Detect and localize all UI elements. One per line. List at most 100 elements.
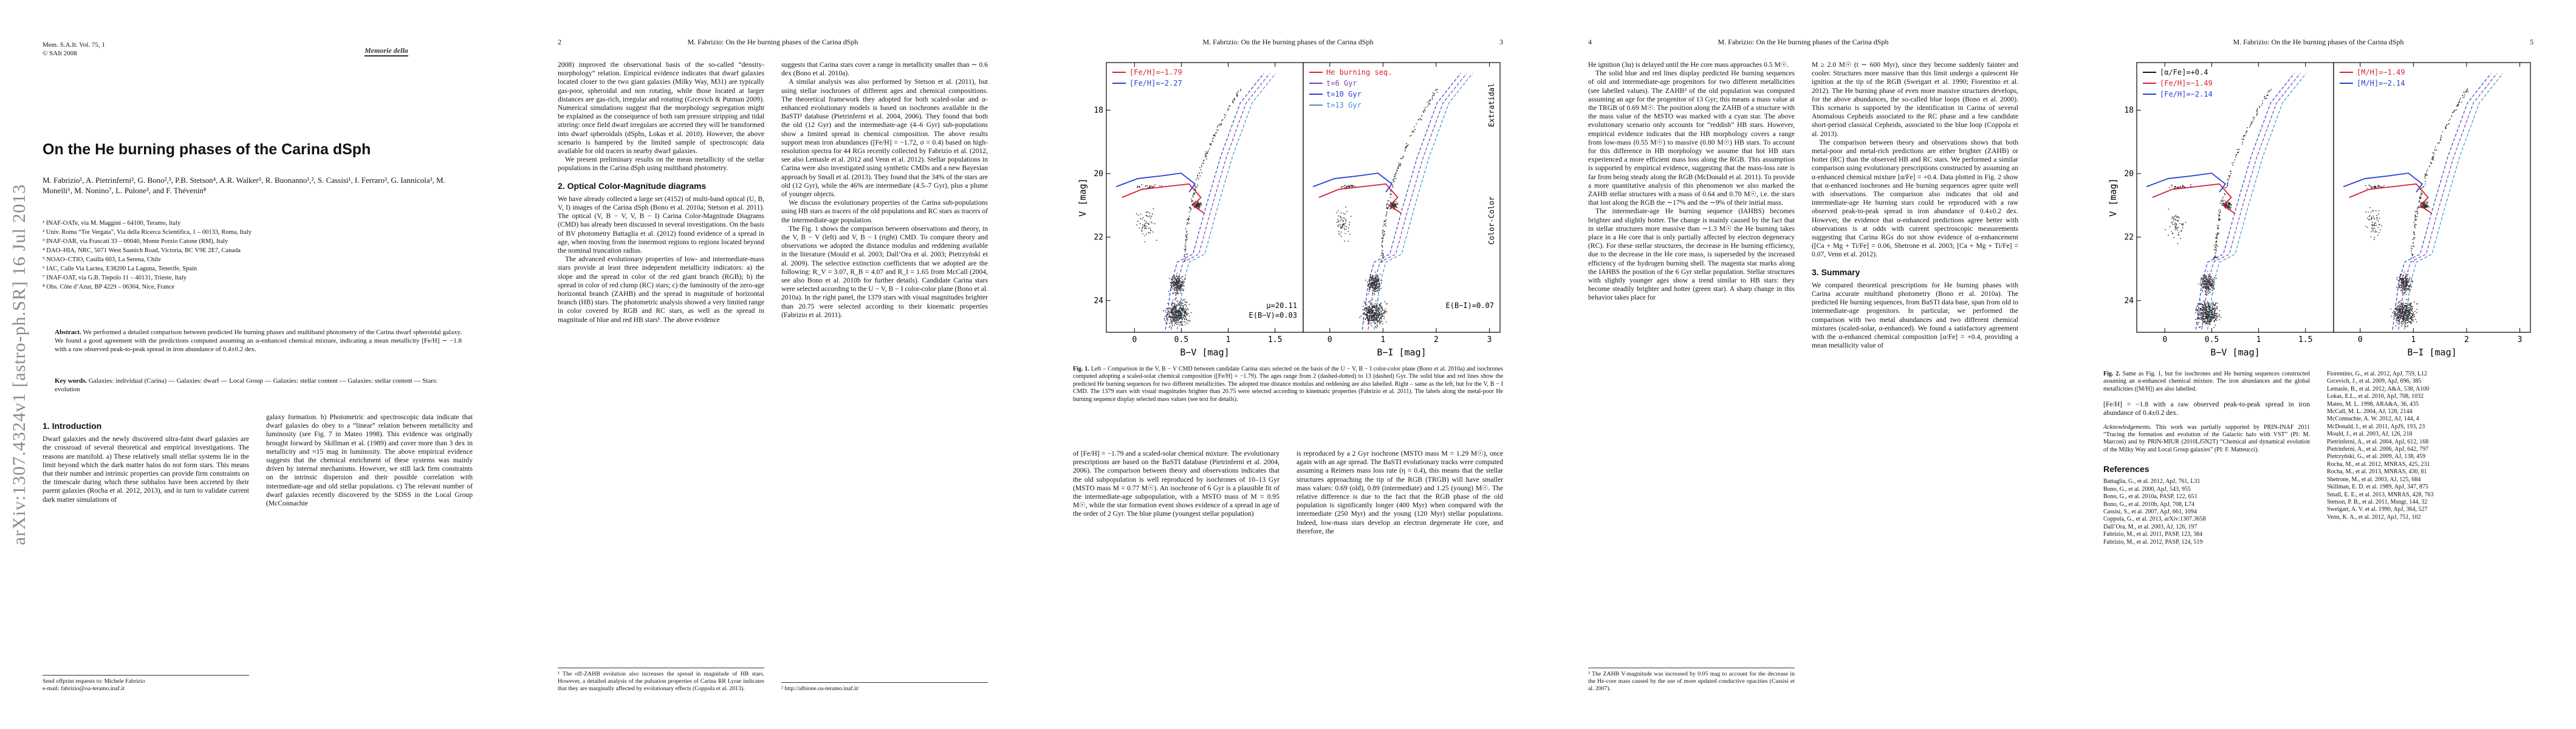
star [2207,320,2209,321]
legend-label: He burning seq. [1326,68,1392,77]
reference: Small, E. E., et al. 2013, MNRAS, 428, 7… [2327,491,2434,498]
star [2406,320,2407,321]
star [1349,224,1351,226]
star [1367,319,1368,321]
star [1175,278,1177,279]
star [1190,207,1191,208]
star [2230,208,2232,210]
star [1178,287,1180,289]
star [1206,152,1208,154]
star [2177,231,2179,233]
star [1372,320,1374,321]
x-tick-label: 3 [2518,335,2523,344]
star [2211,284,2213,285]
star [2213,256,2215,258]
star [2212,314,2214,315]
star [2399,309,2400,310]
star [2205,310,2207,312]
star [1348,185,1349,187]
star [1184,259,1186,261]
star [1185,313,1187,315]
star [2408,309,2409,311]
star [1382,252,1383,254]
star [2371,231,2372,233]
star [2365,185,2366,187]
star [1197,204,1199,206]
star [2211,278,2213,279]
star [1173,283,1174,285]
star [1189,216,1190,217]
star [1351,185,1353,187]
star [1365,307,1367,309]
star [1371,313,1372,315]
star [2171,216,2173,218]
affiliation: ³ INAF-OAR, via Frascati 33 – 00040, Mon… [43,238,228,245]
y-tick-label: 20 [1094,169,1103,179]
star [2368,219,2370,221]
star [2215,315,2217,317]
star [1178,281,1180,283]
star [1176,279,1177,281]
star [1180,303,1182,304]
star [1184,314,1185,316]
star [2216,236,2218,238]
star-cloud [1136,89,1242,328]
star [1185,244,1187,246]
page: M. Fabrizio: On the He burning phases of… [515,0,1030,729]
star [1177,278,1179,279]
star [2210,287,2212,289]
star [2411,280,2413,282]
star [2396,317,2397,318]
star [1369,279,1371,281]
star [2424,205,2425,207]
star [2402,312,2403,313]
star [2242,142,2243,143]
star [1186,309,1187,310]
star [2201,277,2202,279]
star [1368,315,1369,317]
star [2396,322,2398,323]
star [1366,317,1368,319]
star [2408,314,2410,315]
journal-logo: Memorie della [365,46,408,56]
star [2416,321,2417,323]
star [2211,316,2212,318]
star [1137,214,1139,216]
star [1150,230,1152,231]
star [2219,202,2221,204]
star [2217,303,2219,304]
star [1391,207,1392,209]
star [2218,219,2220,221]
star [2205,316,2207,318]
star [1142,224,1143,225]
star [1149,227,1151,229]
star [1192,195,1193,197]
star [1349,233,1351,235]
star [1369,305,1371,307]
star [2213,258,2215,259]
star [1171,310,1172,312]
star [1391,204,1392,206]
star [2425,173,2427,175]
star [1392,187,1394,188]
star [2397,320,2399,322]
y-axis-label: V [mag] [1077,178,1088,216]
star [2206,306,2208,308]
star [1405,146,1407,148]
star [2402,306,2403,307]
star [2408,282,2409,283]
star [1363,309,1365,311]
star [2392,312,2394,313]
star [2204,306,2206,307]
star [1340,227,1341,229]
star [2210,313,2212,315]
star [1382,250,1383,252]
star [2412,321,2414,323]
star [1194,192,1196,194]
reference: Fiorentino, G., et al. 2012, ApJ, 759, L… [2327,371,2427,377]
star [2199,318,2201,320]
star [1391,182,1392,183]
star [2427,201,2429,203]
star [1185,249,1186,251]
reference: Shetrone, M., et al. 2003, AJ, 125, 684 [2327,476,2421,483]
